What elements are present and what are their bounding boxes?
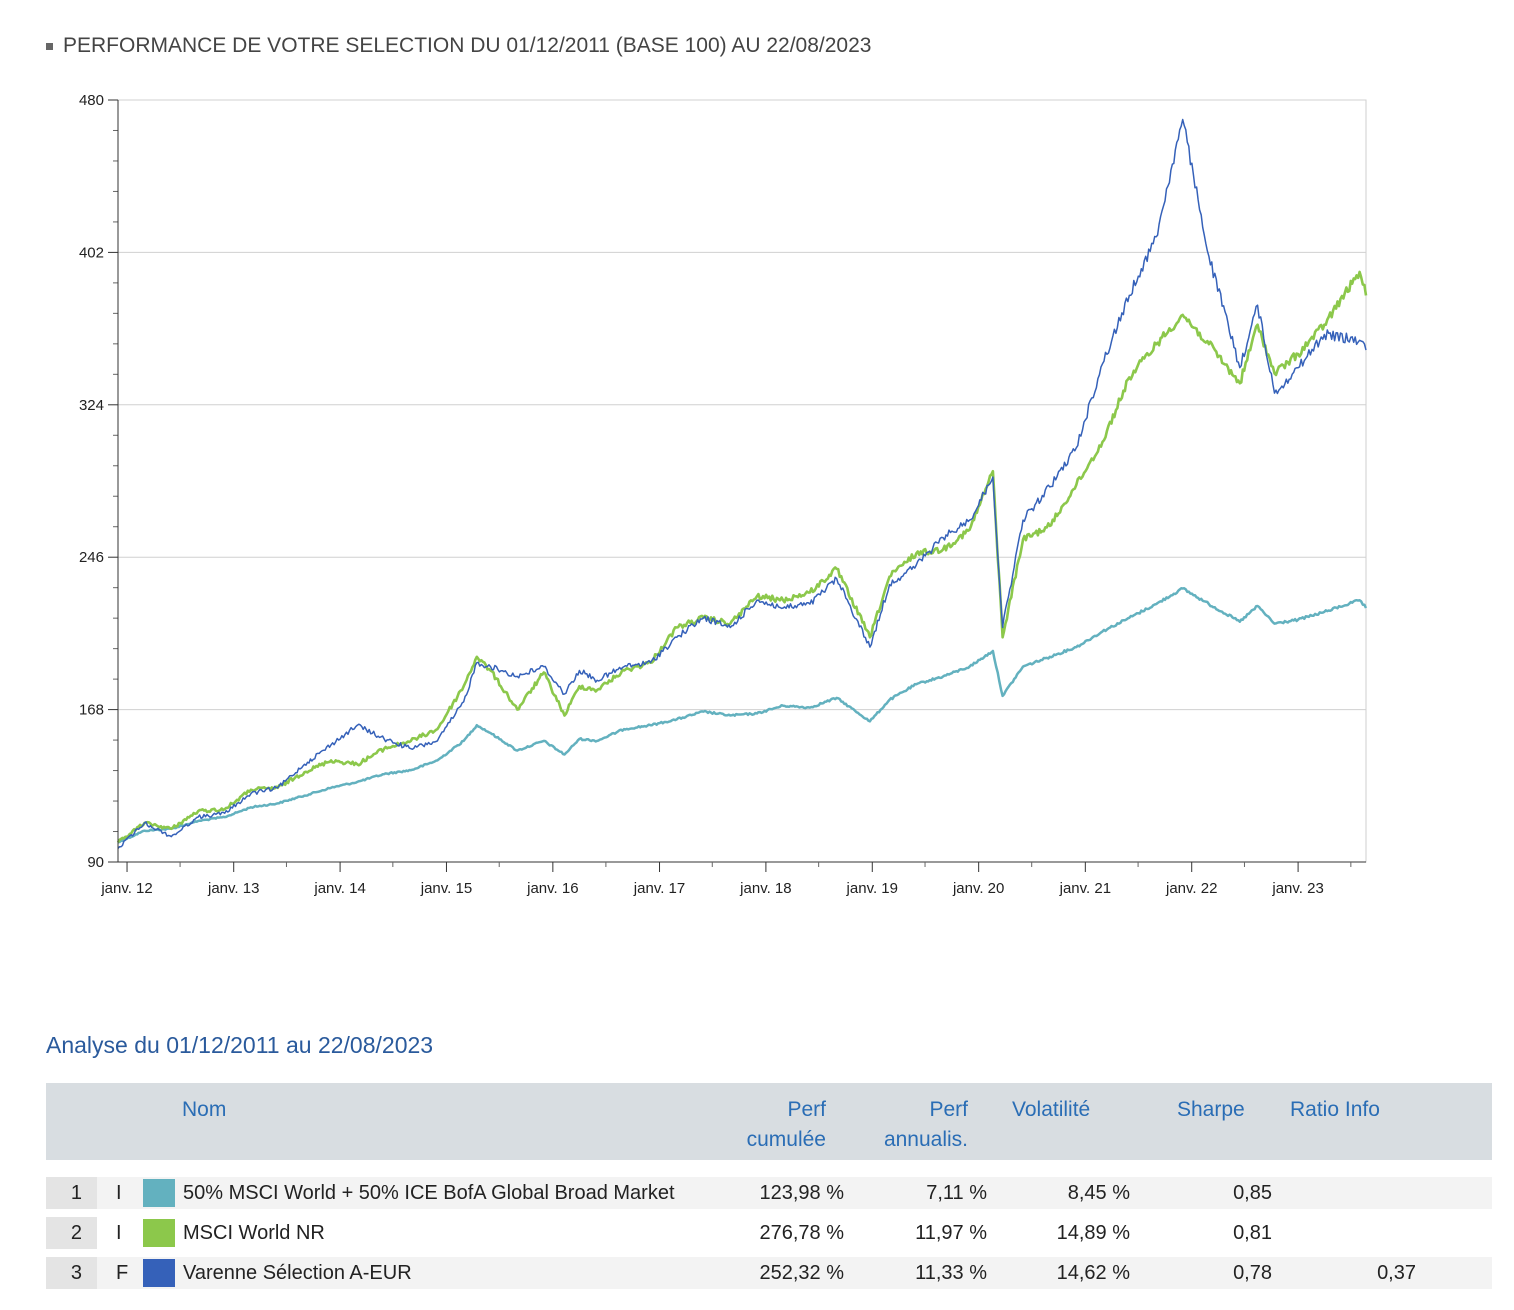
y-tick-label: 168 [79, 702, 104, 719]
header-ratio-info: Ratio Info [1290, 1098, 1380, 1121]
header-perf-annualisee: Perf annualis. [883, 1098, 968, 1151]
table-header: Nom Perf cumulée Perf annualis. Volatili… [46, 1083, 1492, 1160]
analysis-title: Analyse du 01/12/2011 au 22/08/2023 [46, 1032, 434, 1058]
row-perf-annualisee: 7,11 % [926, 1182, 987, 1204]
row-type: I [116, 1182, 122, 1204]
header-perf-cumulee: Perf cumulée [746, 1098, 826, 1151]
table-row[interactable]: 3 F Varenne Sélection A-EUR 252,32 % 11,33 %… [46, 1257, 1492, 1289]
row-name: 50% MSCI World + 50% ICE BofA Global Bro… [183, 1182, 675, 1204]
chart-axes: 90 168 246 324 402 480 janv. 12 janv. 13 janv. 1… [79, 92, 1366, 897]
row-type: F [116, 1262, 129, 1284]
x-tick-label: janv. 18 [739, 880, 791, 897]
chart-title: PERFORMANCE DE VOTRE SELECTION DU 01/12/… [46, 34, 871, 58]
row-number-box [46, 1177, 97, 1209]
row-type: I [116, 1222, 122, 1244]
x-tick-label: janv. 13 [207, 880, 259, 897]
y-tick-label: 246 [79, 549, 104, 566]
x-tick-label: janv. 12 [100, 880, 152, 897]
x-tick-label: janv. 21 [1059, 880, 1111, 897]
y-tick-label: 90 [87, 854, 104, 871]
row-perf-cumulee: 252,32 % [759, 1262, 844, 1284]
y-tick-label: 324 [79, 397, 104, 414]
y-tick-label: 402 [79, 244, 104, 261]
plot-border [117, 99, 1367, 863]
x-tick-label: janv. 23 [1271, 880, 1323, 897]
chart-title-text: PERFORMANCE DE VOTRE SELECTION DU 01/12/… [63, 34, 872, 57]
series-color-swatch [143, 1259, 175, 1287]
row-perf-annualisee: 11,97 % [915, 1222, 987, 1244]
row-perf-cumulee: 276,78 % [759, 1222, 844, 1244]
x-tick-label: janv. 19 [846, 880, 898, 897]
row-volatilite: 8,45 % [1067, 1182, 1130, 1204]
row-name: MSCI World NR [183, 1222, 325, 1244]
row-number: 1 [70, 1182, 82, 1204]
bullet-square-icon [46, 42, 53, 50]
series-line-1 [117, 587, 1368, 844]
series-color-swatch [143, 1219, 175, 1247]
x-tick-label: janv. 17 [633, 880, 685, 897]
row-name: Varenne Sélection A-EUR [183, 1262, 412, 1284]
x-tick-label: janv. 22 [1165, 880, 1217, 897]
y-tick-label: 480 [79, 92, 104, 109]
chart-series [116, 118, 1368, 849]
table-row[interactable]: 2 I MSCI World NR 276,78 % 11,97 % 14,89 % 0,8… [46, 1217, 1492, 1249]
table-row[interactable]: 1 I 50% MSCI World + 50% ICE BofA Global B… [46, 1177, 1492, 1209]
header-nom: Nom [182, 1098, 227, 1121]
header-volatilite: Volatilité [1012, 1098, 1091, 1121]
row-ratio-info: 0,37 [1377, 1262, 1416, 1284]
row-number-box [46, 1257, 97, 1289]
series-line-2 [116, 270, 1368, 844]
row-sharpe: 0,85 [1233, 1182, 1272, 1204]
header-sharpe: Sharpe [1177, 1098, 1245, 1121]
row-volatilite: 14,89 % [1056, 1222, 1130, 1244]
row-number: 2 [70, 1222, 82, 1244]
series-line-3 [117, 118, 1367, 849]
row-volatilite: 14,62 % [1056, 1262, 1130, 1284]
performance-chart: 90 168 246 324 402 480 janv. 12 janv. 13 janv. 1… [79, 92, 1368, 897]
row-sharpe: 0,78 [1233, 1262, 1272, 1284]
row-perf-cumulee: 123,98 % [759, 1182, 844, 1204]
row-number: 3 [70, 1262, 82, 1284]
series-color-swatch [143, 1179, 175, 1207]
x-tick-label: janv. 20 [952, 880, 1004, 897]
x-tick-label: janv. 16 [526, 880, 578, 897]
row-sharpe: 0,81 [1233, 1222, 1272, 1244]
row-number-box [46, 1217, 97, 1249]
row-perf-annualisee: 11,33 % [915, 1262, 987, 1284]
x-tick-label: janv. 15 [420, 880, 472, 897]
chart-grid [117, 99, 1367, 863]
x-tick-label: janv. 14 [313, 880, 365, 897]
